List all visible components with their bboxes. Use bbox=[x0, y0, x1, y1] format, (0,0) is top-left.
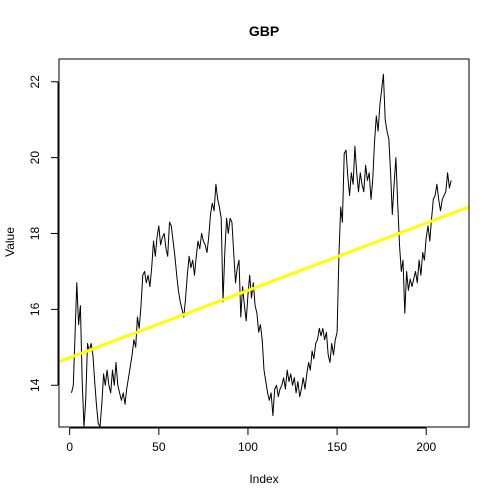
y-tick-label: 18 bbox=[28, 227, 42, 241]
y-axis: 14 16 18 20 22 bbox=[28, 75, 58, 392]
y-tick-label: 16 bbox=[28, 302, 42, 316]
series-line bbox=[72, 74, 452, 427]
y-axis-label: Value bbox=[3, 227, 17, 257]
x-axis-label: Index bbox=[249, 472, 278, 486]
x-tick-label: 100 bbox=[238, 440, 258, 454]
x-tick-label: 50 bbox=[152, 440, 166, 454]
y-tick-label: 22 bbox=[28, 75, 42, 89]
x-tick-label: 150 bbox=[327, 440, 347, 454]
series-layer bbox=[59, 74, 469, 427]
y-tick-label: 20 bbox=[28, 151, 42, 165]
x-axis: 0 50 100 150 200 bbox=[66, 428, 436, 454]
y-tick-label: 14 bbox=[28, 378, 42, 392]
x-tick-label: 0 bbox=[66, 440, 73, 454]
chart-title: GBP bbox=[249, 23, 279, 39]
x-tick-label: 200 bbox=[416, 440, 436, 454]
